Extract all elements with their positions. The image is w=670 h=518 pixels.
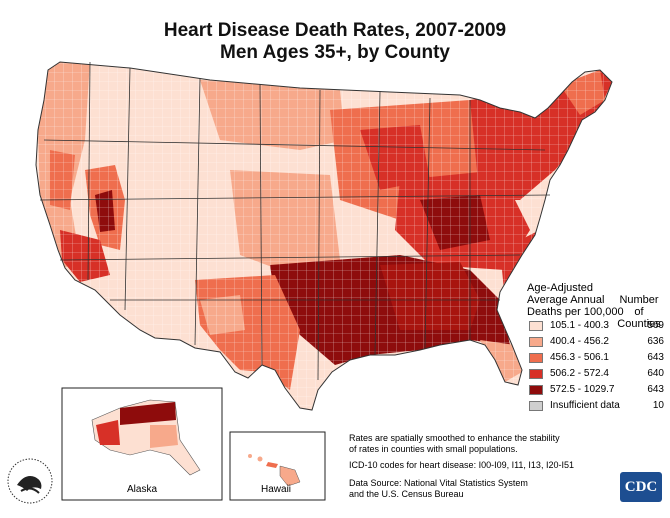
notes-line-1: Rates are spatially smoothed to enhance … (349, 433, 560, 443)
hawaii-big-island (279, 465, 301, 487)
legend-count: 636 (647, 336, 664, 347)
notes-line-4: Data Source: National Vital Statistics S… (349, 478, 528, 488)
legend-count: 643 (647, 352, 664, 363)
legend-swatch (529, 369, 543, 379)
legend-swatch (529, 385, 543, 395)
legend-range-label: 105.1 - 400.3 (550, 320, 609, 331)
legend-item: 400.4 - 456.2 636 (529, 335, 664, 349)
map-title: Heart Disease Death Rates, 2007-2009 Men… (0, 20, 670, 64)
legend-item: 105.1 - 400.3 569 (529, 319, 664, 333)
legend-heading-line-3: Deaths per 100,000 (527, 306, 624, 318)
hhs-eagle-seal-icon (7, 458, 53, 504)
legend-range-label: 456.3 - 506.1 (550, 352, 609, 363)
us-outline (35, 61, 613, 411)
notes-line-5: and the U.S. Census Bureau (349, 489, 464, 499)
hawaii-label: Hawaii (261, 484, 292, 495)
legend-count: 643 (647, 384, 664, 395)
notes-source: Data Source: National Vital Statistics S… (349, 478, 619, 500)
legend-range-label: 506.2 - 572.4 (550, 368, 609, 379)
legend-range-label: 400.4 - 456.2 (550, 336, 609, 347)
legend-swatch (529, 321, 543, 331)
legend-swatch (529, 401, 543, 411)
hawaii-island-2 (257, 456, 263, 462)
legend-item: Insufficient data 10 (529, 399, 664, 413)
hawaii-inset (229, 431, 326, 501)
legend-item: 572.5 - 1029.7 643 (529, 383, 664, 397)
alaska-label: Alaska (127, 484, 158, 495)
legend-count-heading: Number of Counties (614, 294, 664, 330)
legend-count: 10 (652, 400, 664, 411)
cdc-logo: CDC (620, 472, 662, 502)
alaska-west (96, 420, 120, 445)
legend-item: 456.3 - 506.1 643 (529, 351, 664, 365)
legend-item: 506.2 - 572.4 640 (529, 367, 664, 381)
alaska-interior (150, 425, 178, 448)
notes-line-2: of rates in counties with small populati… (349, 444, 518, 454)
state-borders (39, 61, 551, 381)
legend-heading: Age-Adjusted Average Annual Deaths per 1… (527, 282, 624, 318)
legend-range-label: 572.5 - 1029.7 (550, 384, 615, 395)
hawaii-island-3 (266, 462, 278, 468)
legend-heading-line-1: Age-Adjusted (527, 282, 594, 294)
alaska-north (120, 402, 176, 425)
legend-count: 640 (647, 368, 664, 379)
legend-range-label: Insufficient data (550, 400, 620, 411)
legend-swatch (529, 337, 543, 347)
title-line-1: Heart Disease Death Rates, 2007-2009 (163, 20, 507, 41)
legend-count-heading-line-1: Number of (619, 294, 659, 318)
hawaii-island-1 (248, 454, 252, 458)
legend-heading-line-2: Average Annual (527, 294, 605, 306)
hhs-logo (5, 455, 55, 507)
legend-swatch (529, 353, 543, 363)
title-line-2: Men Ages 35+, by County (220, 42, 450, 63)
legend-count: 569 (647, 320, 664, 331)
notes-icd: ICD-10 codes for heart disease: I00-I09,… (349, 460, 574, 470)
legend-count-heading-line-2: Counties (617, 318, 661, 330)
notes-smoothing: Rates are spatially smoothed to enhance … (349, 433, 619, 455)
